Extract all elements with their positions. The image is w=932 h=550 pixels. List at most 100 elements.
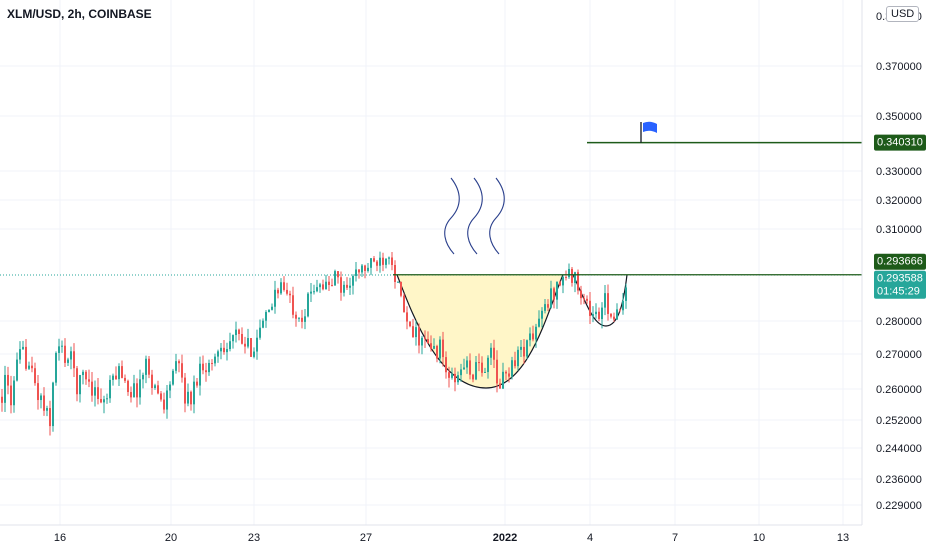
price-tick-label: 0.280000 [876, 316, 922, 328]
candle-body [589, 300, 591, 316]
candle-body [619, 309, 621, 311]
candle-body [433, 345, 435, 349]
candle-body [505, 371, 507, 374]
candlestick-series [1, 251, 627, 436]
candle-body [202, 363, 204, 371]
time-axis[interactable]: 16 20 23 27 2022 4 7 10 13 [0, 524, 862, 544]
price-tick-label: 0.270000 [876, 349, 922, 361]
candle-body [100, 398, 102, 403]
current-price-label-text: 01:45:29 [877, 286, 920, 298]
candle-body [247, 338, 249, 347]
candle-body [559, 281, 561, 286]
candle-body [553, 288, 555, 300]
time-tick-label: 20 [165, 532, 177, 544]
candle-body [196, 381, 198, 386]
candle-body [469, 360, 471, 375]
candle-body [478, 362, 480, 364]
candle-body [241, 333, 243, 344]
candle-body [466, 360, 468, 368]
cup-and-handle-pattern [396, 274, 628, 389]
current-price-label-background [874, 270, 926, 299]
time-tick-label: 2022 [493, 532, 517, 544]
currency-badge[interactable]: USD [886, 6, 920, 22]
candle-body [277, 289, 279, 294]
price-tick-label: 0.260000 [876, 384, 922, 396]
candle-body [346, 284, 348, 288]
candle-body [232, 335, 234, 342]
candle-body [4, 374, 6, 403]
candle-body [370, 258, 372, 268]
candle-body [220, 347, 222, 352]
candle-body [499, 383, 501, 389]
candle-body [169, 384, 171, 391]
candle-body [298, 317, 300, 319]
candle-body [334, 271, 336, 286]
candle-body [580, 290, 582, 299]
candle-body [616, 309, 618, 320]
candle-body [187, 391, 189, 404]
candle-body [163, 399, 165, 410]
candle-body [37, 383, 39, 401]
candle-body [571, 268, 573, 283]
price-axis[interactable]: 0.3800000.3700000.3500000.3300000.320000… [861, 0, 926, 525]
time-tick-label: 16 [54, 532, 66, 544]
candle-body [79, 375, 81, 395]
candle-body [547, 304, 549, 308]
rim-price-label-text: 0.293666 [877, 256, 923, 268]
candle-body [421, 337, 423, 346]
candle-body [115, 375, 117, 380]
candle-body [535, 326, 537, 340]
candle-body [67, 359, 69, 363]
candle-body [451, 373, 453, 378]
candle-body [223, 347, 225, 353]
chart-title: XLM/USD, 2h, COINBASE [7, 7, 152, 21]
candle-body [439, 339, 441, 359]
candle-body [157, 385, 159, 394]
candle-body [16, 359, 18, 381]
candle-body [172, 370, 174, 385]
candle-body [199, 363, 201, 386]
candle-body [235, 329, 237, 336]
candle-body [28, 365, 30, 369]
candle-body [262, 320, 264, 328]
candle-body [109, 379, 111, 399]
candle-body [73, 351, 75, 369]
candle-body [55, 352, 57, 383]
candle-body [574, 272, 576, 283]
rim-price-label-background [874, 253, 926, 270]
cup-curve [396, 274, 564, 389]
current-price-label-text: 0.293588 [877, 273, 923, 285]
time-tick-label: 23 [248, 532, 260, 544]
price-tick-label: 0.244000 [876, 443, 922, 455]
candle-body [364, 265, 366, 271]
candle-body [541, 310, 543, 319]
candle-body [511, 360, 513, 377]
candle-body [64, 345, 66, 363]
candle-body [304, 316, 306, 322]
handle-curve [572, 274, 628, 327]
candle-body [400, 281, 402, 296]
candle-body [208, 363, 210, 373]
candle-body [280, 282, 282, 294]
price-tick-label: 0.229000 [876, 500, 922, 512]
candle-body [457, 375, 459, 383]
candle-body [388, 257, 390, 259]
candle-body [286, 289, 288, 294]
candle-body [31, 365, 33, 369]
candle-body [340, 277, 342, 293]
time-tick-label: 10 [753, 532, 765, 544]
candle-body [103, 399, 105, 403]
candle-body [1, 396, 3, 403]
candle-body [337, 271, 339, 278]
candle-body [382, 257, 384, 265]
candle-body [577, 272, 579, 291]
candle-body [268, 309, 270, 312]
candle-body [568, 268, 570, 278]
candle-body [472, 374, 474, 380]
candle-body [523, 346, 525, 357]
candle-body [184, 377, 186, 404]
steam-line [489, 177, 505, 255]
candle-body [415, 327, 417, 338]
